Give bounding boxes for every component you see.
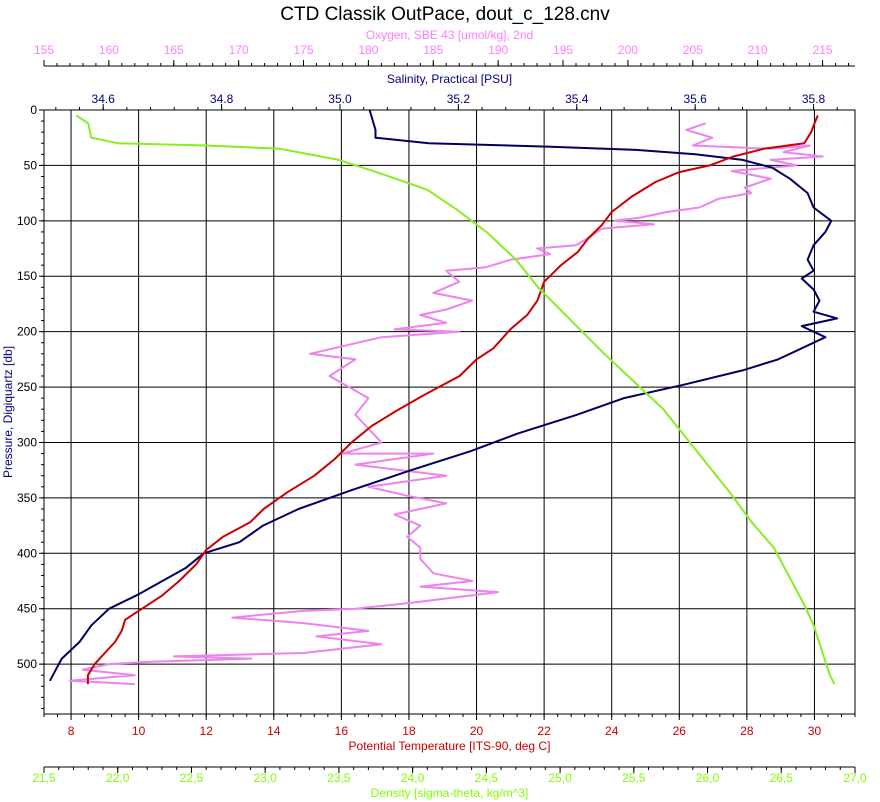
x-axis-label-oxygen: Oxygen, SBE 43 [umol/kg], 2nd — [366, 28, 533, 42]
x-tick-label-density: 25,5 — [622, 771, 646, 785]
x-axis-label-salinity: Salinity, Practical [PSU] — [387, 72, 512, 86]
x-tick-label-oxygen: 155 — [34, 43, 54, 57]
plot-frame — [43, 109, 856, 715]
x-tick-label-density: 26,5 — [770, 771, 794, 785]
x-tick-label-salinity: 35.8 — [802, 92, 826, 106]
x-tick-label-density: 23,5 — [327, 771, 351, 785]
x-tick-label-oxygen: 180 — [358, 43, 378, 57]
y-tick-label: 200 — [17, 325, 37, 339]
x-tick-label-density: 21,5 — [32, 771, 56, 785]
chart-title: CTD Classik OutPace, dout_c_128.cnv — [280, 4, 610, 25]
x-tick-label-temperature: 22 — [537, 724, 551, 738]
x-tick-label-temperature: 10 — [132, 724, 146, 738]
x-tick-label-density: 22,5 — [180, 771, 204, 785]
x-tick-label-density: 24,0 — [401, 771, 425, 785]
x-tick-label-oxygen: 215 — [813, 43, 833, 57]
x-tick-label-oxygen: 165 — [164, 43, 184, 57]
x-tick-label-temperature: 20 — [470, 724, 484, 738]
x-tick-label-oxygen: 160 — [99, 43, 119, 57]
x-tick-label-oxygen: 185 — [423, 43, 443, 57]
y-tick-label: 150 — [17, 269, 37, 283]
series-line-temperature — [86, 115, 819, 685]
y-axis-label: Pressure, Digiquartz [db] — [1, 346, 15, 478]
x-tick-label-oxygen: 195 — [553, 43, 573, 57]
x-tick-label-oxygen: 190 — [488, 43, 508, 57]
x-tick-label-density: 26,0 — [696, 771, 720, 785]
x-tick-label-temperature: 28 — [740, 724, 754, 738]
y-tick-label: 500 — [17, 657, 37, 671]
x-tick-label-oxygen: 210 — [748, 43, 768, 57]
series-line-salinity — [49, 109, 839, 682]
x-axis-label-density: Density [sigma-theta, kg/m^3] — [371, 786, 529, 800]
x-tick-label-density: 23,0 — [254, 771, 278, 785]
x-tick-label-temperature: 16 — [335, 724, 349, 738]
x-tick-label-density: 27,0 — [843, 771, 867, 785]
y-tick-label: 50 — [24, 158, 38, 172]
x-tick-label-salinity: 34.6 — [92, 92, 116, 106]
x-tick-label-density: 22,0 — [106, 771, 130, 785]
y-tick-label: 450 — [17, 602, 37, 616]
x-tick-label-salinity: 34.8 — [210, 92, 234, 106]
x-tick-label-temperature: 30 — [808, 724, 822, 738]
y-tick-label: 250 — [17, 380, 37, 394]
x-tick-label-oxygen: 170 — [229, 43, 249, 57]
y-tick-label: 400 — [17, 546, 37, 560]
axes: 0 50 100 150 200 250 300 350 400 450 500 Pressure, … — [1, 28, 867, 800]
x-tick-label-salinity: 35.6 — [683, 92, 707, 106]
x-tick-label-temperature: 24 — [605, 724, 619, 738]
x-tick-label-salinity: 35.2 — [447, 92, 471, 106]
x-tick-label-oxygen: 205 — [683, 43, 703, 57]
series-lines — [49, 109, 839, 686]
x-tick-label-salinity: 35.0 — [328, 92, 352, 106]
y-tick-label: 0 — [30, 103, 37, 117]
y-tick-label: 100 — [17, 214, 37, 228]
x-tick-label-temperature: 18 — [402, 724, 416, 738]
x-tick-label-temperature: 12 — [200, 724, 214, 738]
series-line-density — [75, 114, 836, 685]
y-tick-label: 350 — [17, 491, 37, 505]
x-tick-label-oxygen: 200 — [618, 43, 638, 57]
x-tick-label-temperature: 26 — [673, 724, 687, 738]
x-tick-label-density: 24,5 — [475, 771, 499, 785]
x-tick-label-salinity: 35.4 — [565, 92, 589, 106]
x-tick-label-temperature: 14 — [267, 724, 281, 738]
x-tick-label-oxygen: 175 — [294, 43, 314, 57]
series-line-oxygen — [69, 122, 824, 686]
y-tick-label: 300 — [17, 435, 37, 449]
grid — [44, 109, 855, 714]
x-tick-label-density: 25,0 — [548, 771, 572, 785]
x-tick-label-temperature: 8 — [68, 724, 75, 738]
x-axis-label-temperature: Potential Temperature [ITS-90, deg C] — [349, 739, 551, 753]
